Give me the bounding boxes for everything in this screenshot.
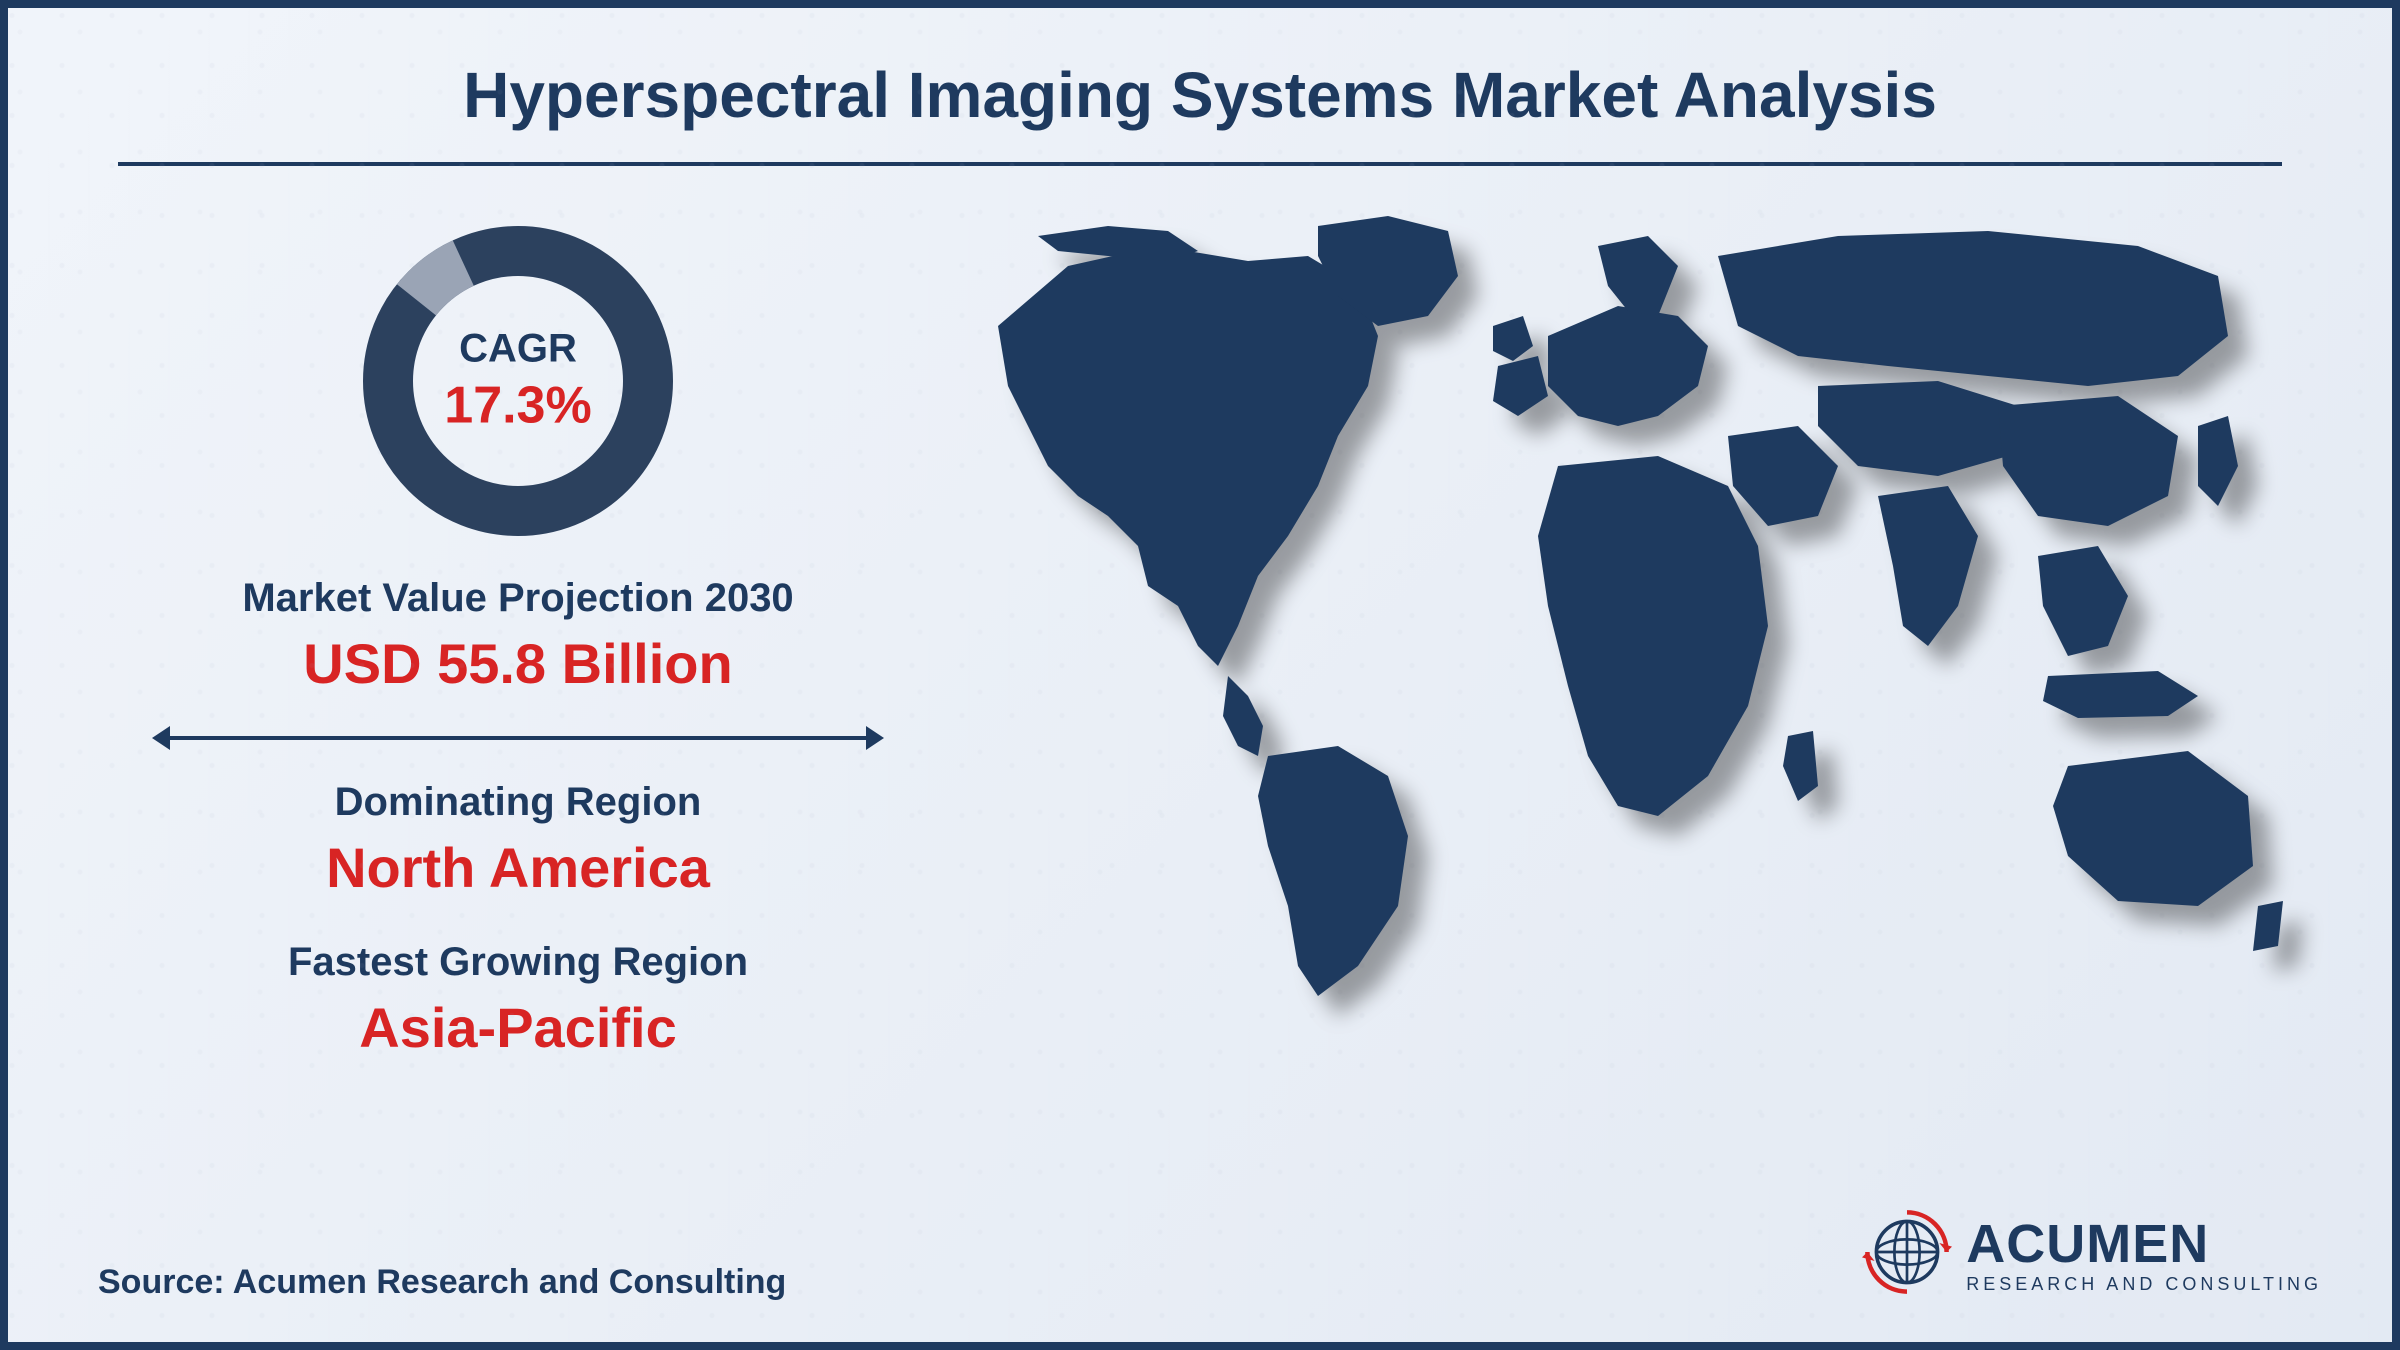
infographic-frame: Hyperspectral Imaging Systems Market Ana… — [0, 0, 2400, 1350]
metric-label: Dominating Region — [98, 780, 938, 825]
map-column — [938, 206, 2342, 1100]
metric-block: Market Value Projection 2030 USD 55.8 Bi… — [98, 576, 938, 696]
metric-value: North America — [98, 835, 938, 900]
metric-block: Dominating Region North America — [98, 780, 938, 900]
title-underline — [118, 162, 2282, 166]
logo-name: ACUMEN — [1966, 1217, 2322, 1271]
metric-value: USD 55.8 Billion — [98, 631, 938, 696]
metric-label: Fastest Growing Region — [98, 940, 938, 985]
section-divider — [158, 736, 878, 740]
source-text: Source: Acumen Research and Consulting — [98, 1263, 786, 1302]
metric-label: Market Value Projection 2030 — [98, 576, 938, 621]
logo-text: ACUMEN RESEARCH AND CONSULTING — [1966, 1217, 2322, 1293]
cagr-ring: CAGR 17.3% — [363, 226, 673, 536]
cagr-value: 17.3% — [444, 376, 591, 436]
cagr-text: CAGR 17.3% — [444, 327, 591, 436]
globe-icon — [1862, 1207, 1952, 1302]
content-row: CAGR 17.3% Market Value Projection 2030 … — [58, 206, 2342, 1100]
brand-logo: ACUMEN RESEARCH AND CONSULTING — [1862, 1207, 2322, 1302]
stats-column: CAGR 17.3% Market Value Projection 2030 … — [58, 206, 938, 1100]
cagr-label: CAGR — [444, 327, 591, 372]
metric-value: Asia-Pacific — [98, 995, 938, 1060]
metric-block: Fastest Growing Region Asia-Pacific — [98, 940, 938, 1060]
logo-subtitle: RESEARCH AND CONSULTING — [1966, 1275, 2322, 1293]
page-title: Hyperspectral Imaging Systems Market Ana… — [58, 58, 2342, 132]
world-map-icon — [938, 206, 2288, 1006]
